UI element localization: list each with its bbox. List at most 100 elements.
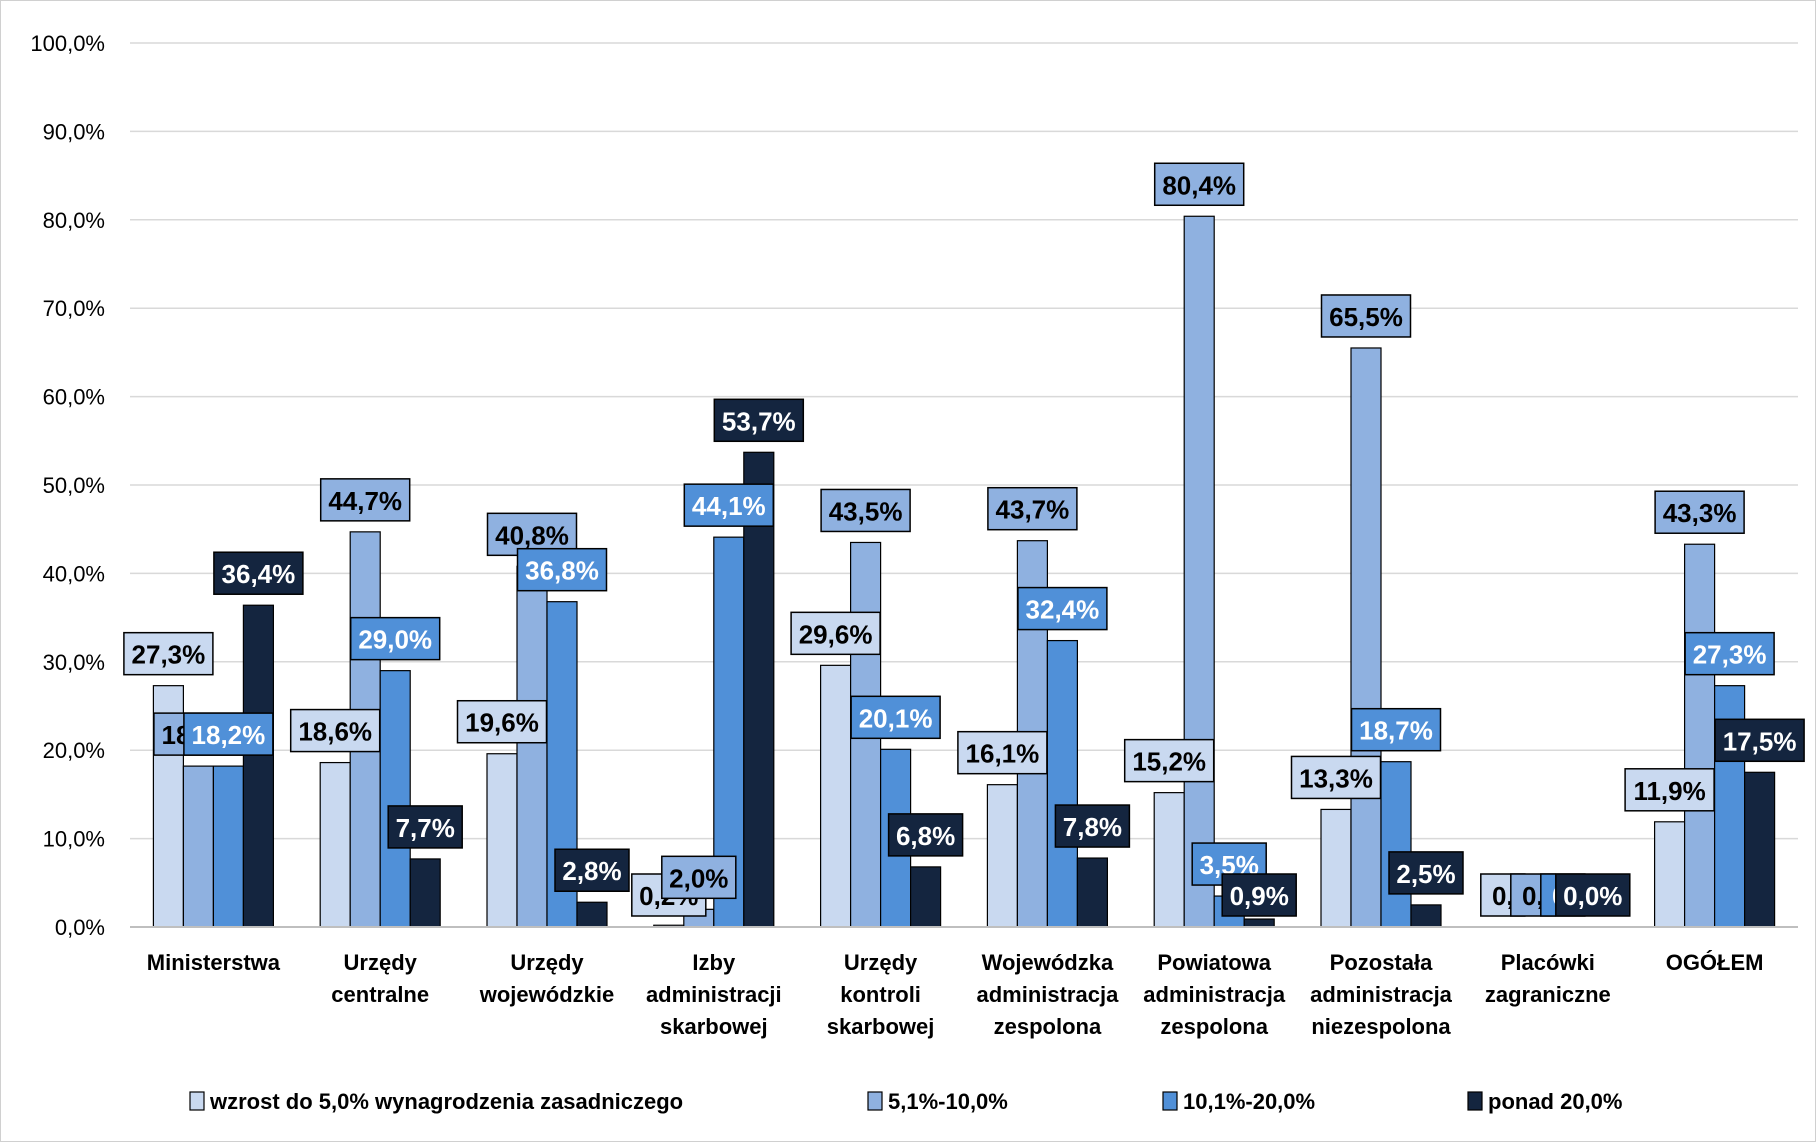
x-category-label: Urzędy — [510, 950, 584, 975]
data-label: 27,3% — [1684, 631, 1775, 676]
y-tick-label: 10,0% — [43, 827, 105, 852]
legend-label: 10,1%-20,0% — [1183, 1089, 1315, 1114]
data-label-text: 18,7% — [1359, 716, 1433, 746]
data-label-box — [123, 631, 214, 676]
data-label-text: 15,2% — [1132, 747, 1206, 777]
data-label-text: 2,0% — [669, 863, 728, 893]
x-category-label: Placówki — [1501, 950, 1595, 975]
data-label-text: 27,3% — [1693, 640, 1767, 670]
data-label-box — [1320, 294, 1412, 338]
data-label-box — [987, 486, 1078, 531]
x-category-label: Urzędy — [844, 950, 918, 975]
bar-3 — [1380, 761, 1412, 928]
data-label-text: 65,5% — [1329, 302, 1403, 332]
data-label: 0,9% — [1221, 873, 1297, 917]
data-label-text: 29,0% — [358, 625, 432, 655]
data-label-box — [790, 611, 881, 656]
data-label-text: 2,8% — [562, 856, 621, 886]
data-label-box — [957, 730, 1048, 775]
x-category-label: centralne — [331, 982, 429, 1007]
data-label-text: 20,1% — [859, 703, 933, 733]
data-label-text: 53,7% — [722, 406, 796, 436]
data-label: 2,5% — [1388, 851, 1464, 895]
x-category-label: administracji — [646, 982, 782, 1007]
data-label: 18,2% — [183, 712, 274, 756]
bar-2 — [1683, 543, 1716, 928]
data-label: 2,8% — [554, 848, 630, 892]
y-tick-label: 90,0% — [43, 119, 105, 144]
bar-1 — [819, 664, 852, 928]
data-label: 36,8% — [516, 547, 608, 592]
bar-3 — [1046, 639, 1079, 928]
legend-item: 5,1%-10,0% — [867, 1089, 1008, 1114]
data-label-box — [213, 551, 304, 595]
x-category-label: zespolona — [994, 1014, 1102, 1039]
data-label-box — [850, 695, 941, 740]
bar-1 — [1320, 808, 1352, 928]
data-label-box — [1017, 586, 1108, 631]
data-label-box — [1221, 873, 1297, 917]
x-category-label: Wojewódzka — [982, 950, 1114, 975]
data-label-box — [516, 547, 608, 592]
x-category-label: Ministerstwa — [147, 950, 281, 975]
bar-4 — [909, 866, 942, 928]
data-label-box — [1684, 631, 1775, 676]
x-category-label: kontroli — [840, 982, 921, 1007]
data-labels: 27,3%18,6%19,6%0,2%29,6%16,1%15,2%13,3%0… — [123, 162, 1805, 917]
data-label-text: 27,3% — [132, 640, 206, 670]
data-label-box — [349, 616, 441, 661]
data-label: 6,8% — [887, 813, 964, 857]
x-category-label: administracja — [1143, 982, 1286, 1007]
bar-1 — [1153, 792, 1185, 928]
data-label-text: 0, — [1492, 881, 1514, 911]
data-label-text: 43,7% — [996, 495, 1070, 525]
legend-label: 5,1%-10,0% — [888, 1089, 1008, 1114]
data-label: 15,2% — [1123, 738, 1215, 783]
y-tick-label: 80,0% — [43, 208, 105, 233]
data-label-text: 36,8% — [525, 556, 599, 586]
data-label-box — [554, 848, 630, 892]
x-category-label: zagraniczne — [1485, 982, 1611, 1007]
data-label-box — [1714, 718, 1805, 763]
data-label-box — [1350, 707, 1442, 752]
data-label-text: 0, — [1522, 881, 1544, 911]
x-category-label: niezespolona — [1311, 1014, 1451, 1039]
y-tick-label: 0,0% — [55, 915, 105, 940]
data-label-box — [1290, 755, 1382, 800]
data-label: 18,6% — [289, 708, 381, 753]
data-label: 17,5% — [1714, 718, 1805, 763]
bar-4 — [576, 901, 608, 928]
data-label-box — [319, 478, 411, 522]
bars — [152, 215, 1776, 928]
bar-3 — [379, 670, 411, 928]
bar-1 — [986, 784, 1019, 928]
legend-item: ponad 20,0% — [1467, 1089, 1622, 1114]
data-label-box — [820, 488, 911, 533]
data-label: 27,3% — [123, 631, 214, 676]
legend-item: wzrost do 5,0% wynagrodzenia zasadniczeg… — [189, 1089, 683, 1114]
data-label-text: 44,1% — [692, 491, 766, 521]
data-label: 43,7% — [987, 486, 1078, 531]
data-label: 36,4% — [213, 551, 304, 595]
bar-4 — [1076, 857, 1109, 928]
data-label: 19,6% — [456, 699, 548, 744]
data-label-box — [387, 805, 463, 849]
data-label-box — [661, 855, 737, 900]
data-label: 43,5% — [820, 488, 911, 533]
legend-swatch — [867, 1091, 883, 1111]
x-category-label: Urzędy — [344, 950, 418, 975]
x-category-label: Powiatowa — [1157, 950, 1271, 975]
y-tick-label: 70,0% — [43, 296, 105, 321]
data-label: 43,3% — [1654, 490, 1745, 534]
data-label-text: 0,0% — [1563, 881, 1622, 911]
data-label: 0,0% — [1555, 873, 1631, 917]
data-label: 18,7% — [1350, 707, 1442, 752]
data-label: 65,5% — [1320, 294, 1412, 338]
data-label-text: 17,5% — [1723, 726, 1797, 756]
data-label-text: 0,9% — [1230, 881, 1289, 911]
x-category-label: skarbowej — [660, 1014, 768, 1039]
data-label: 13,3% — [1290, 755, 1382, 800]
data-label-box — [1123, 738, 1215, 783]
data-label: 2,0% — [661, 855, 737, 900]
